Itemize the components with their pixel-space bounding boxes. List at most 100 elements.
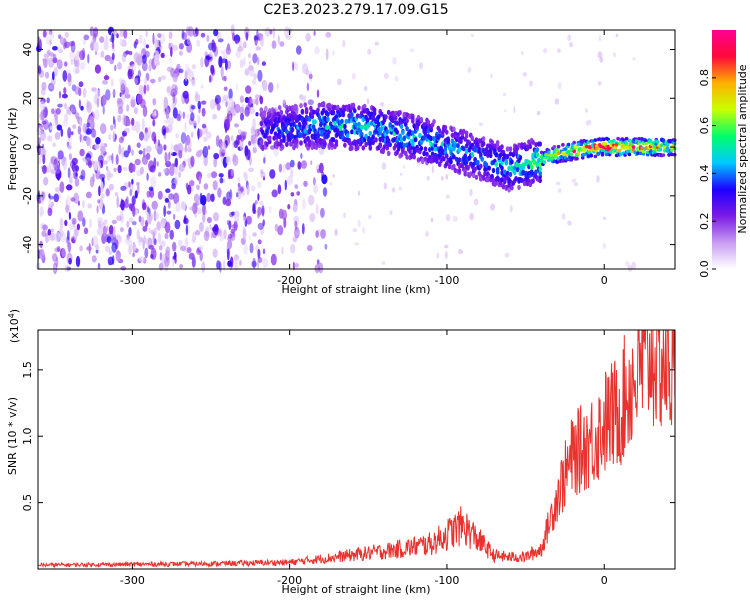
- spectrogram-cell: [100, 50, 105, 58]
- spectrogram-cell: [64, 264, 70, 272]
- spectrogram-cell: [487, 165, 492, 171]
- spectrogram-cell: [87, 203, 93, 209]
- spectrogram-cell: [69, 222, 74, 230]
- spectrogram-cell: [307, 139, 312, 145]
- spectrogram-cell: [239, 106, 244, 115]
- spectrogram-cell: [50, 169, 56, 175]
- spectrogram-cell: [70, 40, 76, 53]
- spectrogram-cell: [94, 64, 101, 74]
- spectrogram-cell: [108, 250, 113, 255]
- spectrogram-cell: [103, 75, 110, 81]
- spectrogram-cell: [121, 52, 127, 63]
- colorbar-tick-label: 0.4: [698, 165, 711, 183]
- spectrogram-cell: [268, 139, 272, 145]
- spectrogram-cell: [192, 231, 197, 244]
- spectrogram-cell: [350, 112, 354, 118]
- spectrogram-cell: [166, 153, 170, 165]
- spectrogram-cell: [575, 156, 579, 161]
- spectrogram-cell: [152, 231, 155, 241]
- spectrogram-cell: [629, 139, 633, 144]
- spectrogram-cell: [256, 29, 259, 41]
- spectrogram-cell: [96, 205, 99, 214]
- spectrogram-cell: [53, 193, 59, 203]
- spectrogram-cell: [302, 95, 307, 102]
- spectrogram-cell: [271, 189, 278, 198]
- spectrogram-cell: [66, 239, 70, 248]
- spectrogram-cell: [41, 81, 47, 91]
- spectrogram-cell: [377, 114, 381, 120]
- spectrogram-cell: [457, 157, 462, 163]
- spectrogram-cell: [82, 123, 88, 134]
- spectrogram-cell: [640, 146, 644, 151]
- spectrogram-cell: [250, 126, 256, 136]
- spectrogram-cell: [62, 70, 68, 82]
- spectrogram-cell: [120, 185, 127, 191]
- spectrogram-cell: [318, 162, 324, 174]
- spectrogram-cell: [48, 85, 55, 90]
- spectrogram-cell: [302, 198, 306, 210]
- spectrogram-cell: [535, 147, 540, 153]
- spectrogram-cell: [194, 212, 197, 219]
- spectrogram-cell: [557, 48, 561, 53]
- spectrogram-cell: [462, 146, 466, 152]
- spectrogram-cell: [255, 46, 261, 51]
- spectrogram-cell: [76, 223, 80, 231]
- spectrogram-cell: [42, 165, 47, 174]
- snr-y-label: SNR (10 * v/v): [6, 397, 19, 475]
- spectrogram-cell: [199, 192, 203, 205]
- spectrogram-cell: [216, 260, 221, 270]
- spectrogram-cell: [54, 231, 61, 243]
- spectrogram-cell: [221, 98, 227, 104]
- spectrogram-cell: [411, 130, 415, 136]
- spectrogram-cell: [89, 176, 95, 188]
- spectrogram-cell: [290, 243, 296, 254]
- spectrogram-cell: [296, 191, 301, 196]
- spectrogram-cell: [262, 81, 268, 92]
- spectrogram-cell: [471, 172, 476, 179]
- spectrogram-cell: [452, 154, 456, 160]
- spectrogram-cell: [432, 119, 436, 125]
- spectrogram-cell: [466, 165, 470, 171]
- spectrogram-cell: [68, 257, 72, 265]
- spectrogram-cell: [216, 103, 221, 111]
- spectrogram-cell: [428, 147, 432, 153]
- spectrogram-cell: [514, 176, 518, 182]
- spectrogram-cell: [38, 137, 42, 145]
- spectrogram-cell: [201, 261, 206, 273]
- spectrogram-cell: [180, 132, 187, 144]
- spectrogram-cell: [174, 157, 178, 168]
- spectrogram-cell: [392, 57, 397, 65]
- spectrogram-cell: [627, 264, 633, 272]
- spectrogram-cell: [305, 33, 311, 42]
- spectrogram-cell: [576, 142, 581, 147]
- spectrogram-cell: [277, 105, 282, 111]
- spectrogram-cell: [119, 77, 123, 84]
- spectrogram-cell: [385, 129, 390, 135]
- snr-x-tick-label: -300: [120, 574, 145, 587]
- spectrogram-cell: [383, 182, 387, 190]
- spectrogram-cell: [187, 26, 194, 37]
- spectrogram-cell: [119, 203, 125, 208]
- spectrogram-cell: [308, 194, 315, 206]
- spectrogram-cell: [494, 161, 499, 167]
- spectrogram-cell: [458, 249, 463, 255]
- spectrogram-cell: [230, 232, 236, 238]
- spectrogram-cell: [287, 204, 291, 210]
- spectrogram-cell: [146, 190, 151, 198]
- spectrogram-cell: [257, 193, 260, 201]
- spectrogram-cell: [644, 146, 649, 150]
- spectrogram-cell: [138, 256, 145, 262]
- spectrogram-cell: [139, 34, 143, 44]
- spectrogram-cell: [132, 205, 136, 217]
- spectrogram-cell: [49, 125, 53, 131]
- spectrogram-cell: [228, 98, 235, 109]
- spectrogram-cell: [160, 217, 167, 228]
- figure-title: C2E3.2023.279.17.09.G15: [263, 2, 448, 18]
- spectrogram-cell: [165, 246, 171, 256]
- spectrogram-cell: [554, 154, 558, 159]
- spectrogram-cell: [43, 58, 48, 68]
- spectrogram-cell: [612, 139, 616, 143]
- spectrogram-cell: [395, 129, 400, 135]
- spectrogram-cell: [331, 110, 336, 116]
- spectrogram-cell: [185, 134, 191, 146]
